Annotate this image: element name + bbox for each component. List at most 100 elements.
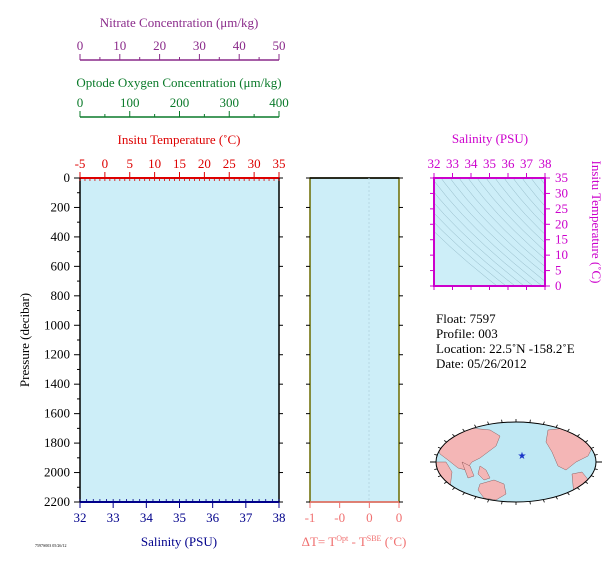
map-frame-tick bbox=[585, 481, 589, 484]
pressure-tick-label: 1800 bbox=[44, 435, 70, 450]
ts-x-tick-label: 37 bbox=[520, 156, 534, 171]
nitrate-tick-label: 0 bbox=[77, 38, 84, 53]
salinity-tick-label: 35 bbox=[173, 510, 186, 525]
float-location-marker: ★ bbox=[518, 451, 527, 462]
ts-isopycnal-line bbox=[434, 180, 543, 286]
ts-x-tick-label: 34 bbox=[465, 156, 479, 171]
map-frame-tick bbox=[443, 440, 447, 443]
temperature-tick-label: 0 bbox=[102, 156, 109, 171]
map-frame-tick bbox=[434, 468, 438, 470]
ts-x-tick-label: 36 bbox=[502, 156, 516, 171]
delta-tick-label: -0 bbox=[334, 510, 345, 525]
ts-isopycnal-line bbox=[449, 178, 545, 275]
ts-y-tick-label: 20 bbox=[555, 216, 568, 231]
temperature-tick-label: -5 bbox=[75, 156, 86, 171]
delta-tick-label: -1 bbox=[305, 510, 316, 525]
salinity-tick-label: 34 bbox=[140, 510, 154, 525]
temperature-tick-label: 30 bbox=[248, 156, 261, 171]
pressure-tick-label: 1000 bbox=[44, 317, 70, 332]
ts-isopycnal-line bbox=[434, 202, 525, 286]
ts-isopycnal-line bbox=[503, 178, 545, 226]
temperature-tick-label: 20 bbox=[198, 156, 211, 171]
nitrate-axis-label: Nitrate Concentration (μm/kg) bbox=[100, 15, 259, 30]
map-frame-tick bbox=[577, 434, 580, 437]
info-profile: Profile: 003 bbox=[436, 326, 498, 341]
oxygen-tick-label: 200 bbox=[170, 95, 190, 110]
map-frame-tick bbox=[555, 424, 558, 428]
temperature-axis-label: Insitu Temperature (˚C) bbox=[117, 132, 240, 147]
pressure-tick-label: 1600 bbox=[44, 406, 70, 421]
map-frame-tick bbox=[542, 421, 545, 425]
nitrate-axis: Nitrate Concentration (μm/kg) 0 10 20 30 40 5… bbox=[77, 15, 286, 61]
ts-y-axis-label: Insitu Temperature (˚C) bbox=[589, 160, 604, 283]
oxygen-tick-label: 400 bbox=[269, 95, 289, 110]
ts-isopycnal-line bbox=[539, 178, 545, 186]
ts-y-tick-label: 5 bbox=[555, 263, 562, 278]
map-frame-tick bbox=[501, 501, 503, 505]
temperature-tick-label: 35 bbox=[273, 156, 286, 171]
map-frame-tick bbox=[567, 492, 570, 496]
delta-tick-label: 0 bbox=[366, 510, 373, 525]
ts-isopycnal-line bbox=[512, 178, 545, 217]
map-frame-tick bbox=[577, 487, 580, 490]
pressure-tick-label: 800 bbox=[51, 288, 71, 303]
ts-diagram-title: Salinity (PSU) bbox=[452, 131, 528, 146]
map-frame-tick bbox=[452, 487, 455, 490]
map-frame-tick bbox=[487, 421, 490, 425]
pressure-tick-label: 400 bbox=[51, 229, 71, 244]
map-frame-tick bbox=[443, 481, 447, 484]
delta-t-axis-label: ΔT= TOpt - TSBE (˚C) bbox=[302, 534, 407, 549]
map-frame-tick bbox=[437, 446, 441, 449]
map-frame-tick bbox=[474, 496, 477, 500]
ts-y-tick-label: 10 bbox=[555, 247, 568, 262]
map-frame-tick bbox=[462, 428, 465, 432]
map-frame-tick bbox=[487, 499, 490, 503]
ts-y-tick-label: 15 bbox=[555, 232, 568, 247]
map-frame-tick bbox=[591, 446, 595, 449]
map-frame-tick bbox=[452, 434, 455, 437]
ts-isopycnal-line bbox=[485, 178, 545, 244]
delta-tick-label: 0 bbox=[396, 510, 403, 525]
nitrate-tick-label: 20 bbox=[153, 38, 166, 53]
ts-diagram: Salinity (PSU) 32 33 34 35 36 37 3805101520253… bbox=[428, 131, 605, 293]
ts-isopycnal-line bbox=[476, 178, 545, 252]
oxygen-axis: Optode Oxygen Concentration (μm/kg) 0 100… bbox=[76, 75, 289, 118]
ts-isopycnal-line bbox=[521, 178, 545, 207]
salinity-tick-label: 36 bbox=[206, 510, 220, 525]
ts-x-tick-label: 35 bbox=[483, 156, 496, 171]
ts-y-tick-label: 35 bbox=[555, 170, 568, 185]
pressure-tick-label: 200 bbox=[51, 199, 71, 214]
oxygen-tick-label: 0 bbox=[77, 95, 84, 110]
salinity-tick-label: 33 bbox=[107, 510, 120, 525]
map-frame-tick bbox=[474, 424, 477, 428]
ts-isopycnal-line bbox=[440, 178, 545, 282]
temperature-tick-label: 25 bbox=[223, 156, 236, 171]
temperature-tick-label: 15 bbox=[173, 156, 186, 171]
ts-x-tick-label: 32 bbox=[428, 156, 441, 171]
nitrate-tick-label: 10 bbox=[113, 38, 126, 53]
pressure-tick-label: 2000 bbox=[44, 465, 70, 480]
info-date: Date: 05/26/2012 bbox=[436, 356, 527, 371]
map-frame-tick bbox=[585, 440, 589, 443]
map-frame-tick bbox=[542, 499, 545, 503]
map-frame-tick bbox=[462, 492, 465, 496]
ts-isopycnal-line bbox=[494, 178, 545, 235]
ts-isopycnal-line bbox=[434, 222, 507, 286]
pressure-tick-label: 1400 bbox=[44, 376, 70, 391]
oxygen-tick-label: 300 bbox=[220, 95, 240, 110]
ts-y-tick-label: 30 bbox=[555, 185, 568, 200]
temperature-tick-label: 10 bbox=[148, 156, 161, 171]
float-info: Float: 7597 Profile: 003 Location: 22.5˚… bbox=[436, 311, 575, 371]
footer-id-text: 7597S003 05/26/12 bbox=[35, 543, 66, 548]
oxygen-tick-label: 100 bbox=[120, 95, 140, 110]
info-float: Float: 7597 bbox=[436, 311, 496, 326]
map-frame-tick bbox=[434, 454, 438, 456]
map-frame-tick bbox=[555, 496, 558, 500]
salinity-tick-label: 32 bbox=[74, 510, 87, 525]
map-frame-tick bbox=[567, 428, 570, 432]
ts-isopycnal-line bbox=[530, 178, 545, 197]
pressure-tick-label: 0 bbox=[64, 170, 71, 185]
map-frame-tick bbox=[501, 419, 503, 423]
